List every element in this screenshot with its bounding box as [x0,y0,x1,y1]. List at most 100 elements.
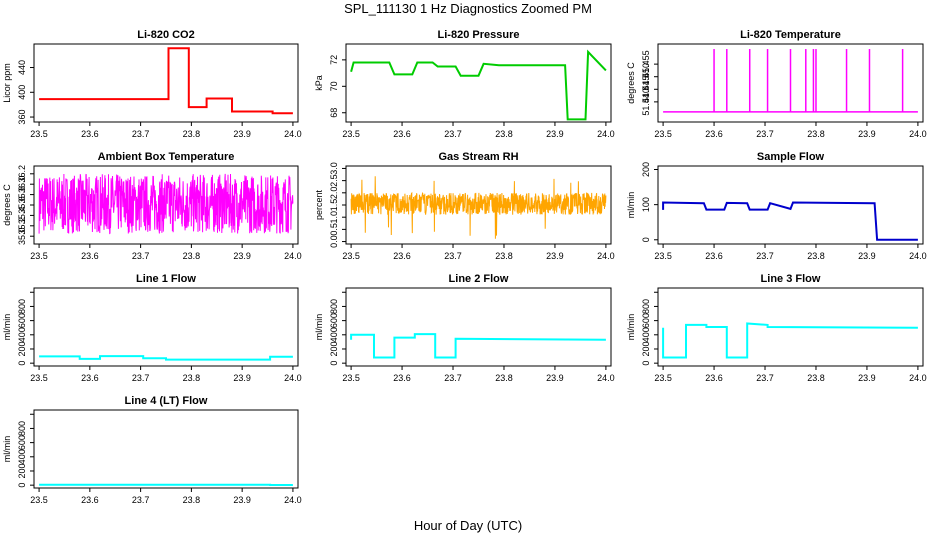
x-tick-label: 23.9 [546,251,564,261]
x-tick-label: 23.5 [654,251,672,261]
x-tick-label: 23.7 [444,373,462,383]
data-area [350,333,606,359]
x-tick-label: 23.9 [858,373,876,383]
x-tick-label: 23.8 [183,373,201,383]
x-tick-label: 23.6 [81,129,99,139]
data-area [39,355,293,361]
x-tick-label: 23.8 [495,129,513,139]
y-tick-label: 1.5 [329,199,339,212]
x-tick-label: 23.7 [756,251,774,261]
plot-frame [33,287,299,367]
x-tick-label: 23.6 [81,251,99,261]
panel-6: Sample Flow ml/min 23.5 23.6 23.7 23.8 23.9 24.… [626,151,927,261]
series-line [350,176,607,239]
x-tick-label: 23.9 [858,129,876,139]
x-tick-label: 23.8 [183,129,201,139]
y-tick-label: 200 [17,341,27,356]
x-tick-label: 23.7 [756,129,774,139]
panel-title: Li-820 Temperature [740,29,841,41]
y-axis-label: ml/min [2,436,12,463]
y-axis-label: ml/min [314,314,324,341]
plot-frame [345,287,612,367]
series-line [662,322,918,359]
panel-title: Line 4 (LT) Flow [125,395,208,407]
x-tick-label: 23.5 [342,129,360,139]
x-tick-label: 23.7 [756,373,774,383]
panel-8: Line 2 Flow ml/min 23.5 23.6 23.7 23.8 23.9 24.… [314,273,615,383]
panel-title: Ambient Box Temperature [98,151,235,163]
x-tick-label: 24.0 [597,251,615,261]
y-tick-label: 0.5 [329,223,339,236]
x-tick-label: 23.8 [807,129,825,139]
y-tick-label: 0 [641,361,651,366]
x-tick-label: 24.0 [597,373,615,383]
y-axis-label: Licor ppm [2,63,12,103]
y-tick-label: 35.2 [17,217,27,235]
y-tick-label: 51.440 [641,88,651,116]
x-tick-label: 23.9 [233,251,251,261]
y-axis-label: ml/min [626,314,636,341]
x-tick-label: 23.5 [30,373,48,383]
y-tick-label: 2.0 [329,187,339,200]
y-tick-label: 200 [17,463,27,478]
x-tick-label: 23.8 [183,495,201,505]
x-tick-label: 23.8 [807,373,825,383]
y-tick-label: 0 [17,361,27,366]
x-tick-label: 24.0 [284,129,302,139]
y-tick-label: 51.445 [641,76,651,104]
x-tick-label: 23.6 [393,251,411,261]
x-tick-label: 23.5 [654,129,672,139]
x-tick-label: 24.0 [597,129,615,139]
y-tick-label: 100 [641,197,651,212]
y-tick-label: 72 [329,55,339,65]
y-tick-label: 800 [17,299,27,314]
panel-title: Line 1 Flow [136,273,196,285]
y-tick-label: 36.2 [17,165,27,183]
x-tick-label: 23.7 [132,129,150,139]
x-tick-label: 23.7 [132,251,150,261]
x-tick-label: 23.7 [444,251,462,261]
y-tick-label: 400 [17,327,27,342]
panel-7: Line 1 Flow ml/min 23.5 23.6 23.7 23.8 23.9 24.… [2,273,302,383]
x-tick-label: 23.9 [546,373,564,383]
y-tick-label: 200 [641,341,651,356]
x-tick-label: 23.6 [705,373,723,383]
x-tick-label: 23.8 [495,251,513,261]
x-tick-label: 23.7 [444,129,462,139]
plot-frame [345,43,612,123]
y-axis-label: degrees C [2,184,12,226]
data-area [350,176,607,239]
panel-2: Li-820 Pressure kPa 23.5 23.6 23.7 23.8 23.9 24… [314,29,615,139]
y-axis-label: ml/min [2,314,12,341]
x-tick-label: 24.0 [284,251,302,261]
panel-title: Li-820 CO2 [137,29,194,41]
x-tick-label: 23.6 [705,251,723,261]
series-line [350,333,606,359]
y-tick-label: 0 [17,483,27,488]
x-tick-label: 23.9 [858,251,876,261]
data-area [663,49,918,113]
x-tick-label: 23.9 [546,129,564,139]
data-area [662,201,918,241]
data-area [38,173,294,235]
y-axis-label: ml/min [626,192,636,219]
x-tick-label: 23.5 [30,495,48,505]
x-tick-label: 24.0 [909,129,927,139]
panel-9: Line 3 Flow ml/min 23.5 23.6 23.7 23.8 23.9 24.… [626,273,927,383]
series-line [39,355,293,361]
y-tick-label: 0 [641,237,651,242]
x-tick-label: 24.0 [284,495,302,505]
y-tick-label: 2.5 [329,174,339,187]
panel-title: Line 2 Flow [449,273,509,285]
y-tick-label: 35.8 [17,186,27,204]
y-tick-label: 360 [17,110,27,125]
x-tick-label: 23.8 [807,251,825,261]
panel-title: Line 3 Flow [761,273,821,285]
x-tick-label: 24.0 [909,251,927,261]
y-tick-label: 68 [329,108,339,118]
y-tick-label: 0.0 [329,235,339,248]
x-tick-label: 23.8 [495,373,513,383]
x-tick-label: 23.5 [30,129,48,139]
y-tick-label: 400 [329,327,339,342]
